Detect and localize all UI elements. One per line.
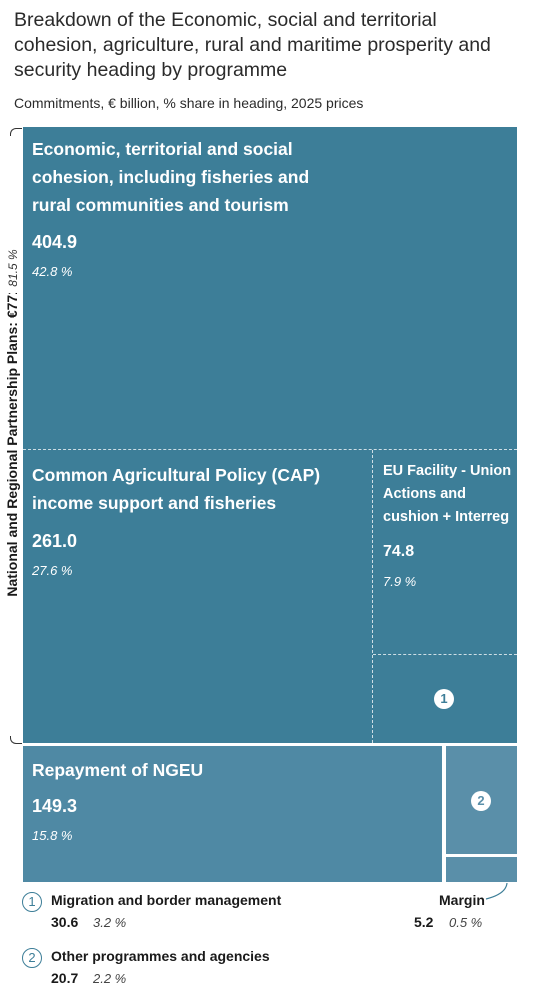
legend-other-value: 20.7	[51, 970, 79, 986]
tile-ngeu: Repayment of NGEU 149.3 15.8 %	[23, 746, 442, 882]
tile-other-badge: 2	[471, 791, 491, 811]
margin-label: Margin	[439, 892, 485, 908]
tile-cap-value: 261.0	[32, 531, 78, 551]
legend-migration-value: 30.6	[51, 914, 79, 930]
tile-eu-facility-label-line2: Actions and	[383, 486, 466, 502]
partnership-plans-prefix: National and Regional Partnership Plans:	[4, 318, 20, 597]
tile-eu-facility-label-line1: EU Facility - Union	[383, 463, 512, 479]
margin-value: 5.2	[414, 914, 434, 930]
tile-ngeu-value: 149.3	[32, 796, 78, 816]
tile-migration-badge: 1	[434, 689, 454, 709]
tile-ngeu-share: 15.8 %	[32, 828, 73, 843]
tile-eu-facility-label-line3: cushion + Interreg	[383, 509, 510, 525]
tile-cohesion-label-line3: rural communities and tourism	[32, 195, 289, 215]
tile-cohesion-label-line2: cohesion, including fisheries and	[32, 167, 310, 187]
tile-other-programmes: 2	[446, 746, 517, 854]
legend-migration-share: 3.2 %	[93, 915, 127, 930]
partnership-plans-share: 81.5 %	[6, 243, 22, 293]
chart-title: Breakdown of the Economic, social and te…	[14, 9, 491, 81]
tile-eu-facility-share: 7.9 %	[383, 574, 417, 589]
legend-other-share: 2.2 %	[93, 971, 127, 986]
tile-ngeu-label: Repayment of NGEU	[32, 760, 204, 780]
tile-eu-facility-value: 74.8	[383, 543, 415, 560]
margin-share: 0.5 %	[449, 915, 483, 930]
legend-other-label: Other programmes and agencies	[51, 948, 270, 964]
separator-eu-facility-bottom	[373, 654, 517, 655]
partnership-plans-block: Economic, territorial and social cohesio…	[23, 127, 517, 743]
tile-cap-share: 27.6 %	[32, 563, 73, 578]
separator-cohesion-bottom	[23, 449, 517, 450]
tile-cap-label-line2: income support and fisheries	[32, 493, 277, 513]
margin-leader-line	[485, 882, 508, 900]
tile-cohesion-label-line1: Economic, territorial and social	[32, 139, 293, 159]
chart-subtitle: Commitments, € billion, % share in headi…	[14, 95, 364, 111]
tile-cohesion-share: 42.8 %	[32, 264, 73, 279]
separator-cap-right	[372, 450, 373, 743]
legend-migration-label: Migration and border management	[51, 892, 282, 908]
tile-cap-label-line1: Common Agricultural Policy (CAP)	[32, 465, 321, 485]
tile-cohesion-value: 404.9	[32, 232, 78, 252]
partnership-plans-label: National and Regional Partnership Plans:…	[4, 136, 24, 736]
legend-badge-2: 2	[22, 948, 42, 968]
tile-margin	[446, 857, 517, 882]
legend-badge-1: 1	[22, 892, 42, 912]
